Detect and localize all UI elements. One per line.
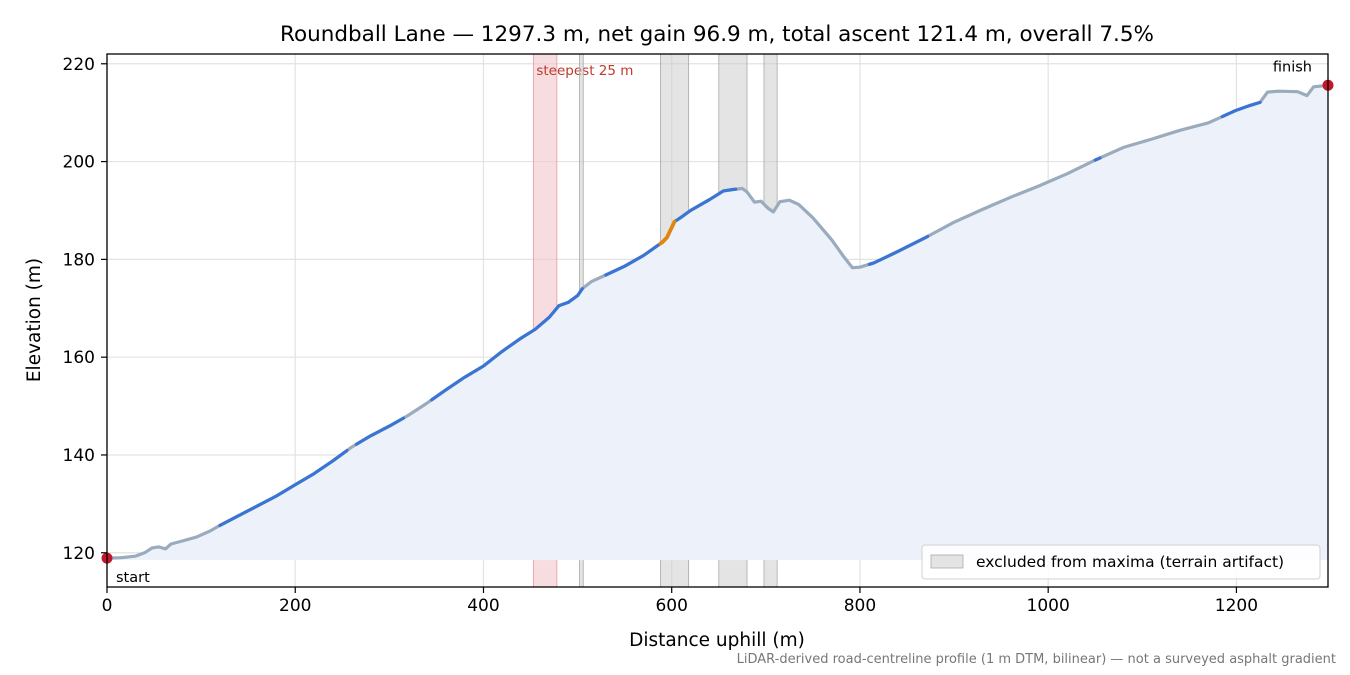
y-tick-label: 120 <box>63 544 95 564</box>
profile-line-segment <box>1093 156 1102 162</box>
y-tick-label: 200 <box>63 153 95 173</box>
plot-area: start finish <box>101 59 1334 586</box>
x-tick-label: 1000 <box>1027 596 1070 616</box>
profile-line-segment <box>354 416 406 446</box>
x-axis-label: Distance uphill (m) <box>629 630 805 651</box>
y-tick-label: 180 <box>63 250 95 270</box>
x-tick-label: 600 <box>655 596 687 616</box>
start-label: start <box>116 570 150 586</box>
steepest-label: steepest 25 m <box>536 63 633 79</box>
x-tick-label: 0 <box>102 596 113 616</box>
x-tick-label: 1200 <box>1215 596 1258 616</box>
profile-line-segment <box>867 234 930 266</box>
chart-title: Roundball Lane — 1297.3 m, net gain 96.9… <box>280 22 1154 47</box>
y-tick-label: 140 <box>63 446 95 466</box>
y-axis-label: Elevation (m) <box>24 258 45 382</box>
max-grade-segment <box>658 219 677 246</box>
axes-frame <box>106 53 1329 588</box>
legend: excluded from maxima (terrain artifact) <box>921 544 1321 580</box>
profile-line-segment <box>604 242 662 277</box>
profile-area-fill <box>107 85 1328 561</box>
finish-label: finish <box>1273 59 1312 75</box>
axes: 0 200 400 600 800 1000 1200 120 140 160 180 200 220 <box>63 53 1329 616</box>
legend-swatch <box>930 554 964 569</box>
profile-line-segment <box>672 187 738 224</box>
x-tick-label: 800 <box>844 596 876 616</box>
y-tick-label: 220 <box>63 55 95 75</box>
legend-label: excluded from maxima (terrain artifact) <box>976 553 1284 571</box>
profile-line-segment <box>1220 100 1262 119</box>
profile-line-segment <box>218 449 349 527</box>
legend-box <box>921 544 1321 580</box>
x-tick-label: 400 <box>467 596 499 616</box>
footnote: LiDAR-derived road-centreline profile (1… <box>736 652 1336 667</box>
profile-line-segment <box>430 287 584 402</box>
x-tick-label: 200 <box>279 596 311 616</box>
y-tick-label: 160 <box>63 348 95 368</box>
